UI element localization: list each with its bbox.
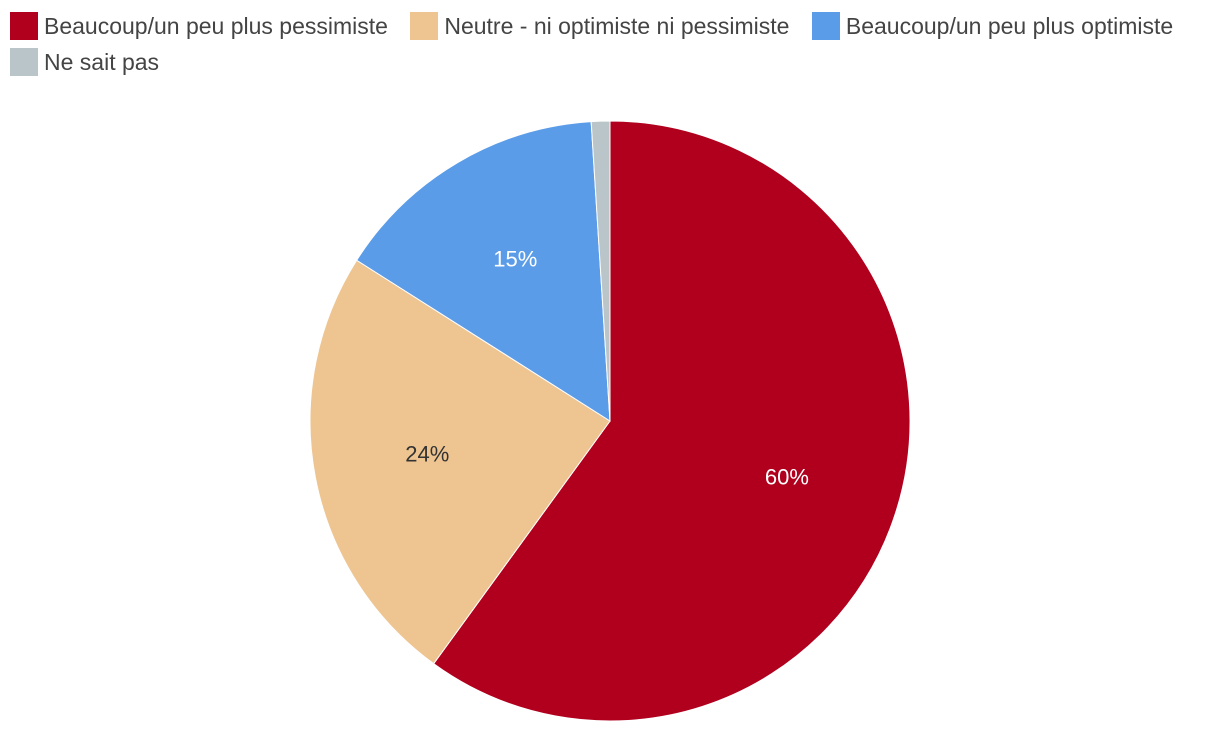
legend-swatch-ne-sait-pas xyxy=(10,48,38,76)
legend-label-pessimiste: Beaucoup/un peu plus pessimiste xyxy=(44,13,388,39)
legend-label-neutre: Neutre - ni optimiste ni pessimiste xyxy=(444,13,790,39)
pie-slice-pessimiste[interactable] xyxy=(432,120,911,722)
legend-item-ne-sait-pas[interactable]: Ne sait pas xyxy=(10,48,160,76)
slice-label-neutre: 24% xyxy=(405,442,449,467)
legend-item-neutre[interactable]: Neutre - ni optimiste ni pessimiste xyxy=(410,12,790,40)
pie-slice-ne-sait-pas[interactable] xyxy=(590,120,611,422)
legend-label-ne-sait-pas: Ne sait pas xyxy=(44,49,160,75)
legend-swatch-optimiste xyxy=(811,12,840,40)
legend-label-optimiste: Beaucoup/un peu plus optimiste xyxy=(845,13,1174,39)
pie-slice-optimiste[interactable] xyxy=(356,121,611,422)
legend-item-optimiste[interactable]: Beaucoup/un peu plus optimiste xyxy=(811,12,1174,40)
legend-swatch-neutre xyxy=(410,12,439,40)
legend-item-pessimiste[interactable]: Beaucoup/un peu plus pessimiste xyxy=(10,12,388,40)
legend-swatch-pessimiste xyxy=(10,12,38,40)
slice-label-pessimiste: 60% xyxy=(765,464,809,489)
chart-legend: Beaucoup/un peu plus pessimiste Neutre -… xyxy=(10,8,1190,80)
pie-slice-neutre[interactable] xyxy=(309,259,611,665)
slice-label-optimiste: 15% xyxy=(493,247,537,272)
